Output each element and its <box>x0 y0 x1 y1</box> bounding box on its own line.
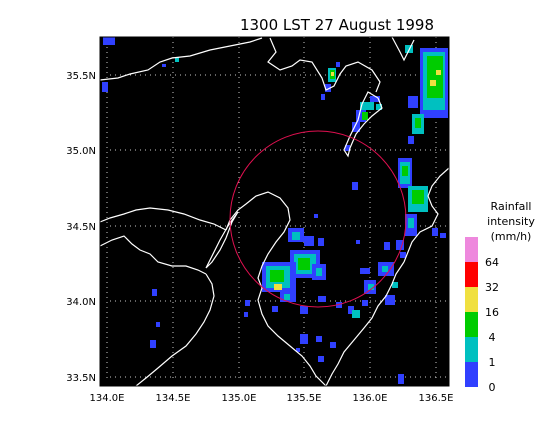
coast-osaka-bay <box>225 191 327 387</box>
coast-ise-bay <box>403 167 450 263</box>
legend-level-label: 1 <box>489 356 496 369</box>
coast-shikoku-east <box>135 273 215 387</box>
legend-swatch-0 <box>465 362 478 387</box>
legend-title-line: intensity <box>487 215 535 228</box>
legend-level-label: 4 <box>489 331 496 344</box>
legend-level-label: 64 <box>485 256 499 269</box>
legend-level-label: 32 <box>485 281 499 294</box>
echo-cluster-northeast <box>405 45 448 144</box>
lat-tick-label: 34.0N <box>66 297 96 308</box>
lat-tick-label: 34.5N <box>66 222 96 233</box>
lon-tick-label: 136.0E <box>353 393 388 404</box>
legend-swatch-32 <box>465 262 478 287</box>
lon-tick-label: 135.5E <box>287 393 322 404</box>
lake-biwa <box>343 91 383 158</box>
coast-awaji <box>205 211 239 269</box>
legend-swatch-4 <box>465 312 478 337</box>
axis-ticks <box>100 74 437 386</box>
legend-level-label: 0 <box>489 381 496 394</box>
echo-cluster-biwa <box>345 96 382 151</box>
map-plot-area <box>100 37 449 386</box>
latitude-labels: 35.5N 35.0N 34.5N 34.0N 33.5N <box>66 71 96 384</box>
coastlines <box>99 36 450 387</box>
coast-wakasa-bay <box>267 37 381 93</box>
rainfall-echoes <box>102 37 448 384</box>
coast-honshu-north <box>99 37 263 81</box>
lon-tick-label: 134.5E <box>156 393 191 404</box>
legend-swatch-64 <box>465 237 478 262</box>
echo-cluster-kii-west <box>262 214 368 362</box>
coast-noto <box>391 36 415 62</box>
lat-tick-label: 35.5N <box>66 71 96 82</box>
legend-title-line: (mm/h) <box>491 230 532 243</box>
longitude-labels: 134.0E 134.5E 135.0E 135.5E 136.0E 136.5… <box>90 393 454 404</box>
coast-shikoku-north <box>99 235 207 275</box>
lat-tick-label: 35.0N <box>66 146 96 157</box>
lon-tick-label: 135.0E <box>222 393 257 404</box>
legend: Rainfall intensity (mm/h) 64 32 16 4 1 0 <box>465 200 535 394</box>
lat-tick-label: 33.5N <box>66 373 96 384</box>
echo-cluster-north <box>321 62 340 100</box>
coast-seto-north <box>99 207 227 231</box>
figure-title: 1300 LST 27 August 1998 <box>240 16 434 34</box>
legend-title-line: Rainfall <box>491 200 532 213</box>
legend-swatch-16 <box>465 287 478 312</box>
lon-tick-label: 136.5E <box>419 393 454 404</box>
echo-cluster-east <box>352 158 446 305</box>
plot-frame <box>99 36 450 387</box>
legend-swatch-1 <box>465 337 478 362</box>
coast-kii-east <box>325 261 405 387</box>
lon-tick-label: 134.0E <box>90 393 125 404</box>
legend-level-label: 16 <box>485 306 499 319</box>
radar-range-circle <box>229 130 407 308</box>
